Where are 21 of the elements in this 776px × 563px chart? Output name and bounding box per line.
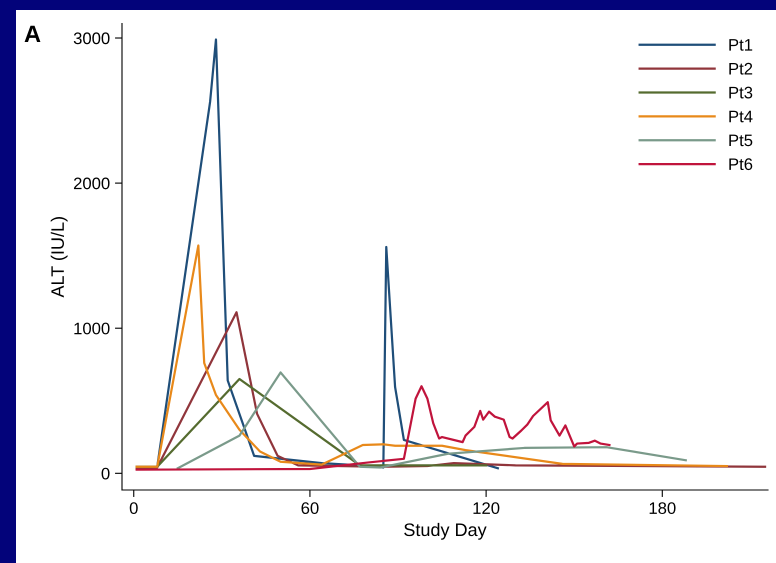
legend-label: Pt5 bbox=[729, 134, 752, 146]
line-series bbox=[136, 244, 728, 468]
y-tick-label: 3000 bbox=[74, 32, 110, 44]
y-tick-label: 2000 bbox=[74, 178, 110, 190]
y-axis-title: ALT (IU/L) bbox=[50, 217, 68, 298]
y-tick-label: 1000 bbox=[74, 322, 110, 334]
line-series bbox=[136, 311, 766, 470]
legend-label: Pt1 bbox=[729, 39, 752, 51]
x-tick-label: 180 bbox=[650, 502, 676, 514]
legend-label: Pt2 bbox=[729, 62, 752, 75]
y-tick-label: 0 bbox=[102, 468, 110, 480]
legend-label: Pt3 bbox=[729, 86, 752, 98]
legend-label: Pt6 bbox=[729, 158, 752, 170]
x-tick-label: 120 bbox=[473, 502, 500, 514]
legend-label: Pt4 bbox=[729, 110, 753, 122]
x-axis-title: Study Day bbox=[404, 522, 487, 540]
x-tick-label: 60 bbox=[302, 502, 319, 514]
line-series bbox=[176, 371, 687, 470]
line-series bbox=[136, 385, 611, 471]
text: A bbox=[24, 26, 40, 42]
x-tick-label: 0 bbox=[130, 502, 138, 514]
